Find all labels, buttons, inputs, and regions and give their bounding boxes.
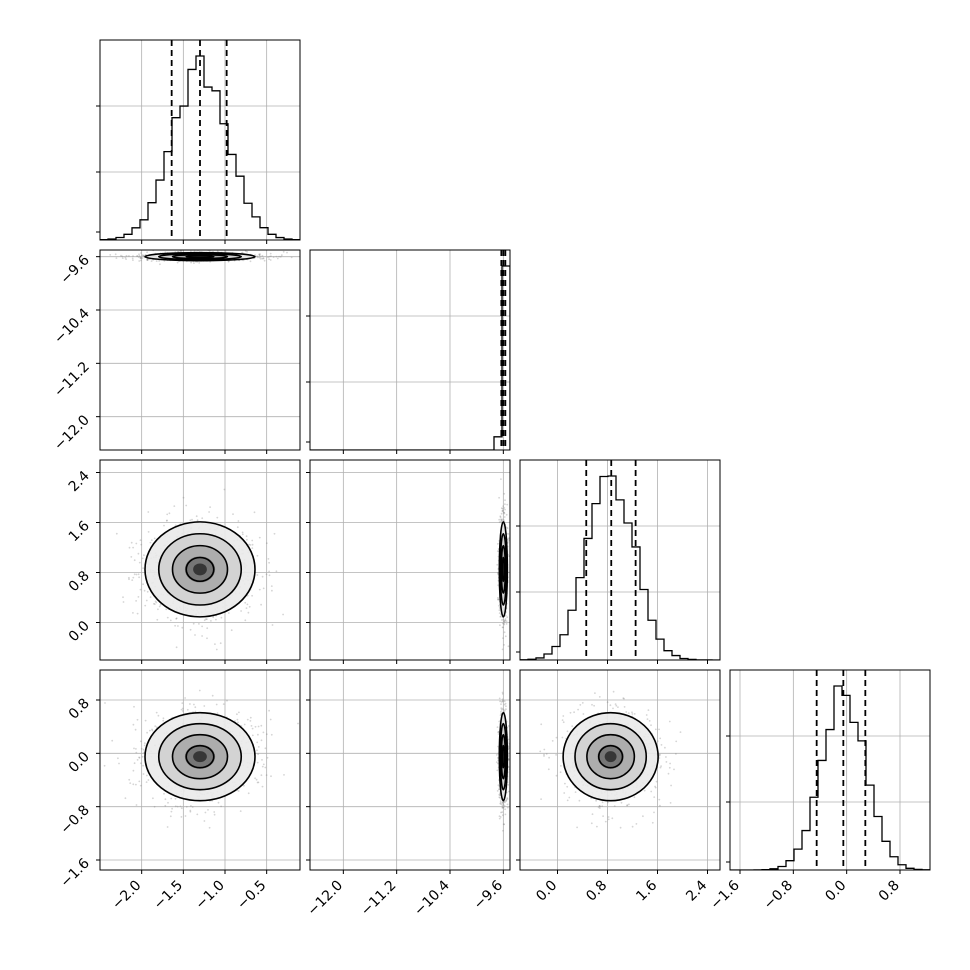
y-tick-label-2-0: 0.0 xyxy=(66,618,93,645)
y-tick-label-1-1: −11.2 xyxy=(51,359,93,401)
x-tick-label-3-1: −0.8 xyxy=(761,878,796,913)
contour-1-0-0 xyxy=(144,251,256,262)
x-tick-label-3-0: −1.6 xyxy=(707,877,742,912)
panel-2-1 xyxy=(306,459,511,664)
grid-lines xyxy=(520,460,720,660)
panel-3-0: −2.0 −1.5 −1.0 −0.5 −1.6 −0.8 0.0 0.8 xyxy=(57,669,301,913)
grid-lines xyxy=(310,670,510,870)
x-tick-label-0-3: −0.5 xyxy=(234,878,269,913)
x-tick-label-3-3: 0.8 xyxy=(876,878,903,905)
contour-3-2-1 xyxy=(574,722,648,791)
panel-frame xyxy=(309,459,511,661)
x-tick-label-2-1: 0.8 xyxy=(583,878,610,905)
panel-frame xyxy=(99,39,301,241)
y-tick-label-3-0: −1.6 xyxy=(57,855,92,890)
panel-frame xyxy=(99,459,301,661)
grid-lines xyxy=(100,250,300,450)
panel-3-2: 0.0 0.8 1.6 2.4 xyxy=(516,669,721,905)
contour-2-0-1 xyxy=(157,532,243,606)
panel-3-3: −1.6 −0.8 0.0 0.8 xyxy=(707,669,931,913)
contour-3-0-0 xyxy=(144,711,256,802)
y-tick-label-2-3: 2.4 xyxy=(66,468,93,495)
contour-3-1-3 xyxy=(501,744,506,769)
panel-2-2 xyxy=(516,459,721,664)
histogram-1 xyxy=(310,265,510,450)
panel-frame xyxy=(309,669,511,871)
contour-3-1-1 xyxy=(499,722,508,791)
y-tick-label-2-2: 1.6 xyxy=(66,518,93,545)
contour-3-2-2 xyxy=(586,733,636,780)
contour-3-2-0 xyxy=(562,711,659,802)
contour-3-0-1 xyxy=(157,722,243,791)
x-tick-label-2-3: 2.4 xyxy=(683,877,710,904)
x-tick-label-2-0: 0.0 xyxy=(533,878,560,905)
contour-1-0-1 xyxy=(157,252,243,261)
x-tick-label-0-2: −1.0 xyxy=(192,878,227,913)
panel-frame xyxy=(309,249,511,451)
contour-3-0-2 xyxy=(171,733,229,780)
x-tick-label-0-0: −2.0 xyxy=(109,878,144,913)
contour-2-1-1 xyxy=(499,532,508,606)
y-tick-label-1-0: −12.0 xyxy=(51,412,93,454)
contour-3-0-3 xyxy=(185,744,215,769)
grid-lines xyxy=(310,250,510,450)
contour-3-1-2 xyxy=(500,733,507,780)
contour-3-2-3 xyxy=(597,744,624,769)
x-tick-label-3-2: 0.0 xyxy=(822,878,849,905)
contour-2-1-0 xyxy=(498,521,509,618)
contour-1-0-2 xyxy=(171,253,229,260)
panel-frame xyxy=(99,249,301,451)
panel-3-1: −12.0 −11.2 −10.4 −9.6 xyxy=(305,669,511,920)
x-tick-label-1-3: −9.6 xyxy=(471,877,506,912)
panel-1-0: −12.0 −11.2 −10.4 −9.6 xyxy=(51,249,301,454)
contour-2-1-3 xyxy=(501,556,506,583)
panel-1-1 xyxy=(306,249,511,454)
grid-lines xyxy=(310,460,510,660)
y-tick-label-1-2: −10.4 xyxy=(51,305,93,347)
contour-2-0-0 xyxy=(144,521,256,618)
x-tick-label-1-2: −10.4 xyxy=(411,877,453,919)
contour-1-0-3 xyxy=(185,254,215,259)
panel-frame xyxy=(729,669,931,871)
x-tick-label-1-1: −11.2 xyxy=(358,878,400,920)
x-tick-label-0-1: −1.5 xyxy=(151,878,186,913)
y-tick-label-3-1: −0.8 xyxy=(57,802,92,837)
panel-frame xyxy=(519,459,721,661)
histogram-2 xyxy=(520,475,720,660)
panel-frame xyxy=(99,669,301,871)
y-tick-label-3-3: 0.8 xyxy=(66,696,93,723)
x-tick-label-1-0: −12.0 xyxy=(305,878,347,920)
panel-2-0: 0.0 0.8 1.6 2.4 xyxy=(66,459,301,664)
panel-0-0 xyxy=(96,39,301,244)
contour-2-1-2 xyxy=(500,544,507,594)
contour-2-0-3 xyxy=(185,556,215,583)
y-tick-label-3-2: 0.0 xyxy=(66,749,93,776)
y-tick-label-1-3: −9.6 xyxy=(57,252,92,287)
panel-frame xyxy=(519,669,721,871)
y-tick-label-2-1: 0.8 xyxy=(66,568,93,595)
contour-2-0-2 xyxy=(171,544,229,594)
grid-lines xyxy=(730,670,930,870)
x-tick-label-2-2: 1.6 xyxy=(633,877,660,904)
contour-3-1-0 xyxy=(498,711,509,802)
